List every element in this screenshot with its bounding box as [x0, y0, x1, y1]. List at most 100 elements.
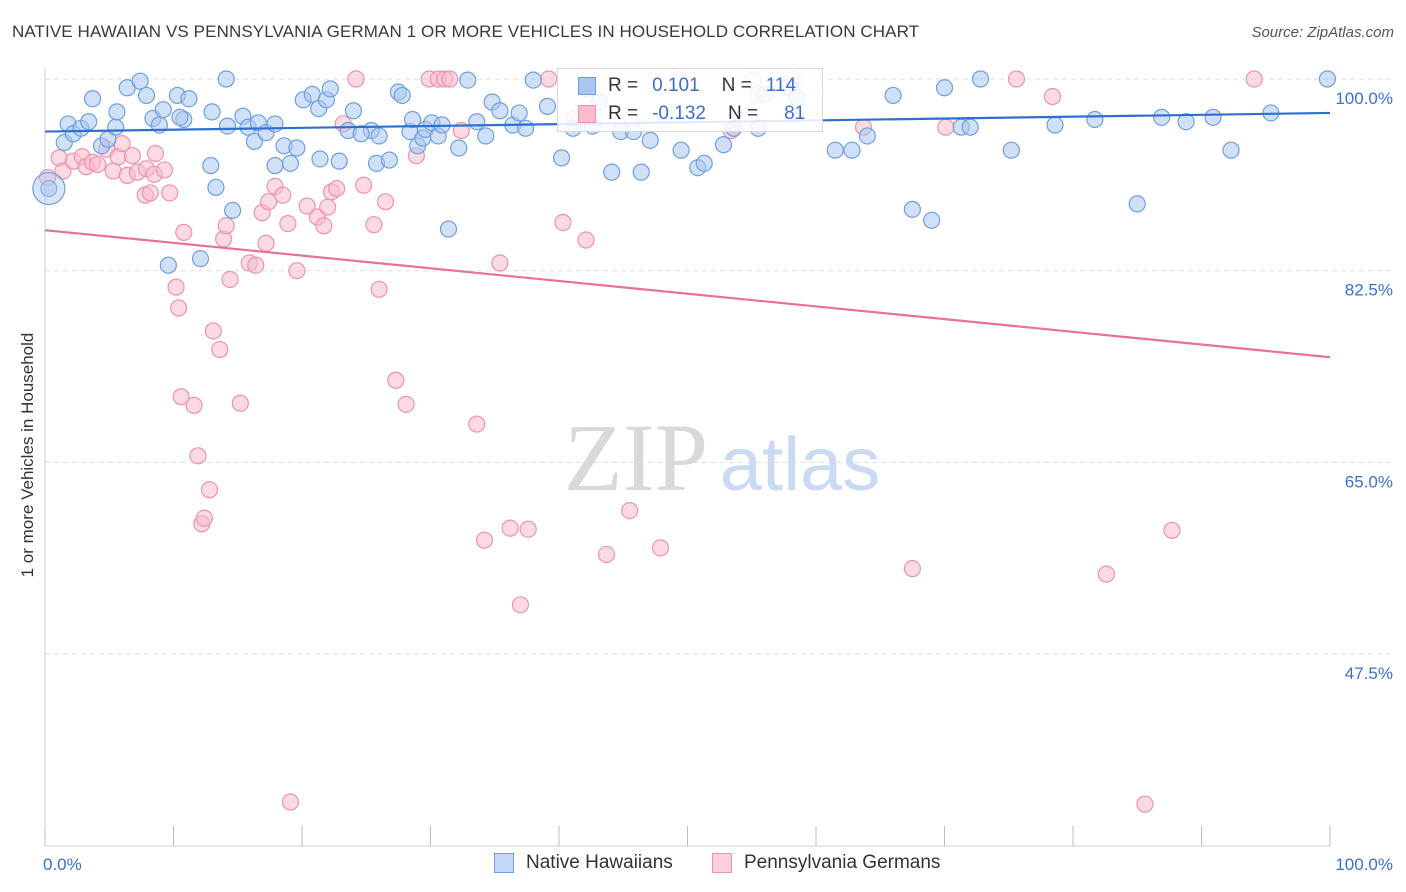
point-native-hawaiian [961, 118, 979, 136]
point-pennsylvania-german [328, 179, 346, 198]
point-pennsylvania-german [397, 395, 415, 413]
point-pennsylvania-german [189, 447, 207, 465]
point-native-hawaiian [311, 150, 329, 168]
point-native-hawaiian [903, 200, 921, 218]
point-pennsylvania-german [247, 256, 265, 274]
point-native-hawaiian [83, 90, 102, 108]
point-pennsylvania-german [365, 216, 383, 234]
point-native-hawaiian [552, 149, 571, 167]
y-tick-label: 82.5% [1345, 281, 1393, 300]
point-native-hawaiian [288, 139, 306, 157]
point-native-hawaiian [80, 113, 98, 131]
point-native-hawaiian [137, 86, 156, 105]
point-native-hawaiian [266, 115, 284, 133]
point-native-hawaiian [858, 127, 877, 145]
trend-line-pennsylvania-germans [44, 229, 1331, 359]
point-native-hawaiian [321, 80, 339, 98]
point-pennsylvania-german [259, 193, 278, 211]
source-label: Source: ZipAtlas.com [1251, 24, 1394, 41]
legend-r-value: -0.132 [652, 103, 706, 124]
point-native-hawaiian [971, 70, 990, 88]
point-pennsylvania-german [89, 155, 107, 174]
point-native-hawaiian-large [32, 171, 66, 206]
point-pennsylvania-german [1007, 70, 1026, 88]
point-native-hawaiian [352, 125, 370, 143]
watermark-atlas: atlas [720, 422, 881, 507]
point-native-hawaiian [1177, 113, 1195, 131]
point-native-hawaiian [224, 201, 242, 220]
stats-legend: R = 0.101 N = 114 R = -0.132 N = 81 [557, 68, 823, 132]
point-pennsylvania-german [370, 280, 388, 298]
watermark: ZIP atlas [564, 404, 880, 511]
legend-n-label: N = [721, 75, 752, 96]
point-pennsylvania-german [175, 223, 193, 241]
legend-n-label: N = [727, 103, 759, 124]
point-native-hawaiian [191, 250, 210, 268]
point-native-hawaiian [477, 127, 495, 145]
point-native-hawaiian [207, 178, 225, 197]
point-pennsylvania-german [123, 147, 141, 165]
point-pennsylvania-german [1245, 70, 1263, 88]
point-native-hawaiian [468, 113, 486, 131]
point-pennsylvania-german [161, 184, 179, 202]
point-native-hawaiian [344, 102, 362, 120]
point-pennsylvania-german [519, 520, 537, 538]
axis-labels: 100.0% 82.5% 65.0% 47.5% 0.0% 100.0% [43, 89, 1393, 874]
y-tick-label: 100.0% [1335, 89, 1393, 108]
point-pennsylvania-german [281, 793, 300, 811]
point-pennsylvania-german [104, 162, 122, 180]
point-pennsylvania-german [167, 278, 185, 296]
point-native-hawaiian [154, 101, 172, 119]
point-pennsylvania-german [1163, 521, 1181, 539]
point-pennsylvania-german [279, 214, 297, 233]
legend-r-value: 0.101 [652, 75, 700, 96]
point-native-hawaiian [1204, 108, 1222, 126]
series-native-hawaiians [32, 70, 1337, 274]
point-pennsylvania-german [540, 70, 558, 88]
point-native-hawaiian [281, 154, 300, 172]
point-pennsylvania-german [195, 509, 213, 527]
point-native-hawaiian [826, 141, 844, 159]
point-pennsylvania-german [231, 394, 249, 412]
point-pennsylvania-german [1136, 795, 1154, 813]
legend-n-value: 81 [784, 103, 806, 124]
point-pennsylvania-german [257, 234, 275, 252]
point-native-hawaiian [510, 104, 528, 122]
point-native-hawaiian [1153, 108, 1171, 126]
legend-item-native-hawaiians[interactable]: Native Hawaiians [494, 852, 673, 874]
point-pennsylvania-german [146, 144, 165, 163]
point-pennsylvania-german [211, 340, 229, 359]
point-pennsylvania-german [274, 186, 292, 204]
point-native-hawaiian [380, 151, 398, 169]
chart-title: NATIVE HAWAIIAN VS PENNSYLVANIA GERMAN 1… [12, 22, 920, 41]
point-native-hawaiian [538, 97, 557, 115]
legend-label-pennsylvania-germans: Pennsylvania Germans [744, 852, 941, 873]
point-pennsylvania-german [903, 560, 921, 578]
legend-r-label: R = [608, 103, 639, 124]
point-pennsylvania-german [577, 231, 595, 249]
point-pennsylvania-german [468, 415, 486, 433]
point-native-hawaiian [450, 139, 468, 157]
point-native-hawaiian [491, 102, 509, 120]
point-native-hawaiian [40, 179, 58, 198]
point-pennsylvania-german [200, 481, 219, 499]
point-native-hawaiian [107, 118, 125, 136]
point-pennsylvania-german [1043, 87, 1062, 106]
point-pennsylvania-german [511, 596, 530, 614]
legend-item-pennsylvania-germans[interactable]: Pennsylvania Germans [712, 852, 940, 874]
y-axis-label: 1 or more Vehicles in Household [18, 332, 37, 578]
point-native-hawaiian [218, 117, 237, 135]
y-tick-label: 47.5% [1345, 664, 1393, 683]
point-native-hawaiian [330, 152, 348, 170]
point-native-hawaiian [180, 90, 198, 108]
legend-row-native-hawaiians: R = 0.101 N = 114 [578, 74, 796, 98]
legend-n-value: 114 [765, 75, 797, 96]
point-native-hawaiian [439, 220, 458, 238]
point-pennsylvania-german [217, 217, 235, 235]
point-native-hawaiian [245, 132, 264, 151]
point-pennsylvania-german [597, 545, 616, 564]
point-native-hawaiian [131, 72, 149, 90]
point-pennsylvania-german [172, 388, 190, 406]
point-native-hawaiian [1318, 70, 1337, 88]
point-pennsylvania-german [319, 198, 337, 216]
